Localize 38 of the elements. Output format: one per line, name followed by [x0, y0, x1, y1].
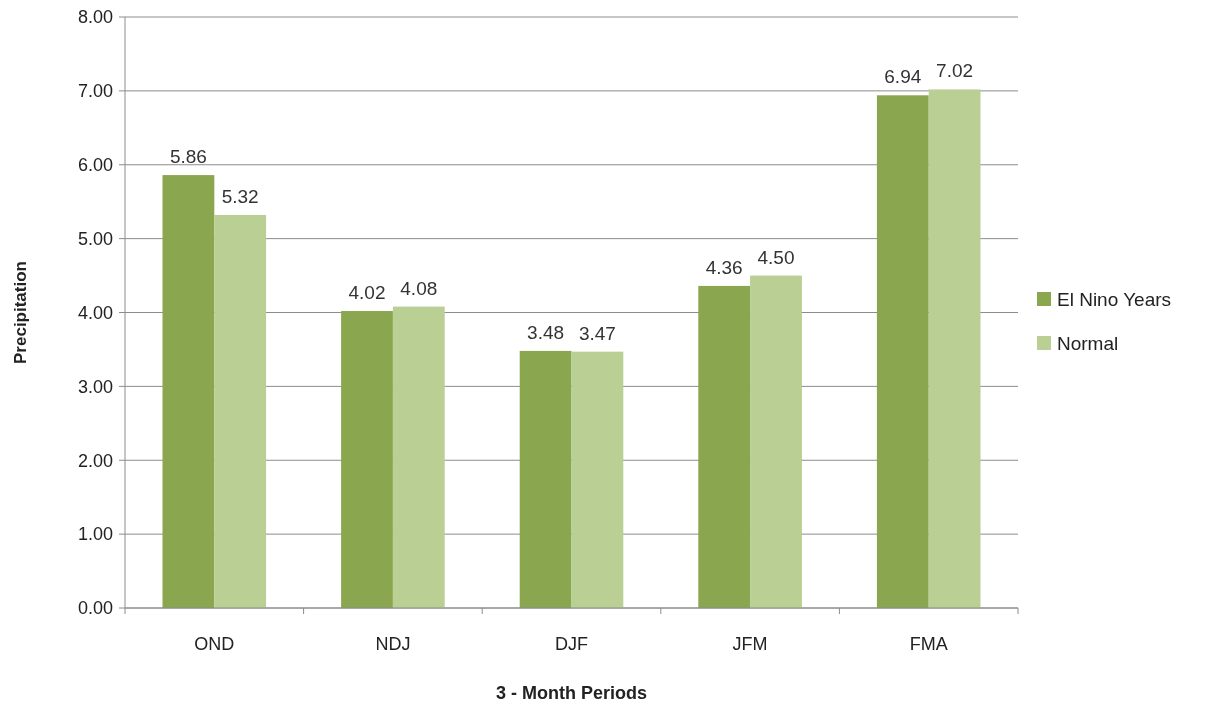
x-tick-label: DJF: [555, 634, 588, 654]
x-tick-label: JFM: [732, 634, 768, 654]
data-label: 5.32: [221, 185, 259, 207]
data-label: 4.02: [348, 282, 386, 304]
data-label: 4.08: [400, 277, 438, 299]
y-tick-label: 1.00: [77, 524, 113, 545]
bar: [876, 95, 929, 608]
data-label: 7.02: [936, 60, 974, 82]
x-tick-label: FMA: [909, 634, 948, 654]
y-tick-label: 2.00: [77, 450, 113, 471]
bar: [162, 175, 215, 608]
data-label: 3.47: [578, 322, 616, 344]
y-tick-label: 5.00: [77, 228, 113, 249]
y-tick-label: 0.00: [77, 598, 113, 619]
y-axis-title: Precipitation: [11, 261, 30, 364]
x-tick-label: NDJ: [375, 634, 411, 654]
data-label: 4.50: [757, 246, 795, 268]
legend-label: El Nino Years: [1057, 288, 1172, 310]
y-tick-label: 6.00: [77, 155, 113, 176]
x-axis-title: 3 - Month Periods: [495, 683, 648, 703]
bar: [750, 275, 802, 608]
bar: [928, 89, 981, 608]
bar: [341, 311, 393, 608]
y-tick-label: 8.00: [77, 7, 113, 28]
y-tick-label: 4.00: [77, 302, 113, 323]
x-tick-label: OND: [194, 634, 235, 654]
bar: [571, 351, 624, 608]
data-label: 4.36: [705, 256, 743, 278]
data-label: 5.86: [169, 146, 207, 168]
bar: [519, 350, 572, 608]
y-tick-label: 3.00: [77, 376, 113, 397]
data-label: 3.48: [527, 321, 565, 343]
data-label: 6.94: [884, 66, 922, 88]
bar: [214, 214, 267, 608]
y-tick-label: 7.00: [77, 81, 113, 102]
bar: [698, 285, 751, 608]
bar: [392, 306, 445, 608]
legend-label: Normal: [1057, 332, 1119, 354]
